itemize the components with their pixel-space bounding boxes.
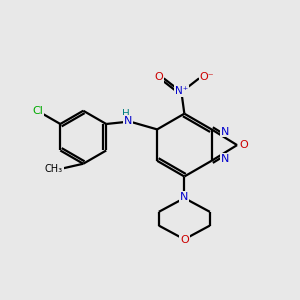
Text: O: O <box>240 140 248 150</box>
Text: N: N <box>221 127 229 136</box>
Text: H: H <box>122 109 130 119</box>
Text: N: N <box>180 192 188 202</box>
Text: N⁺: N⁺ <box>175 86 188 96</box>
Text: O: O <box>154 72 163 82</box>
Text: N: N <box>221 154 229 164</box>
Text: N: N <box>124 116 132 126</box>
Text: O: O <box>180 235 189 245</box>
Text: Cl: Cl <box>32 106 43 116</box>
Text: CH₃: CH₃ <box>45 164 63 174</box>
Text: O⁻: O⁻ <box>200 72 214 82</box>
